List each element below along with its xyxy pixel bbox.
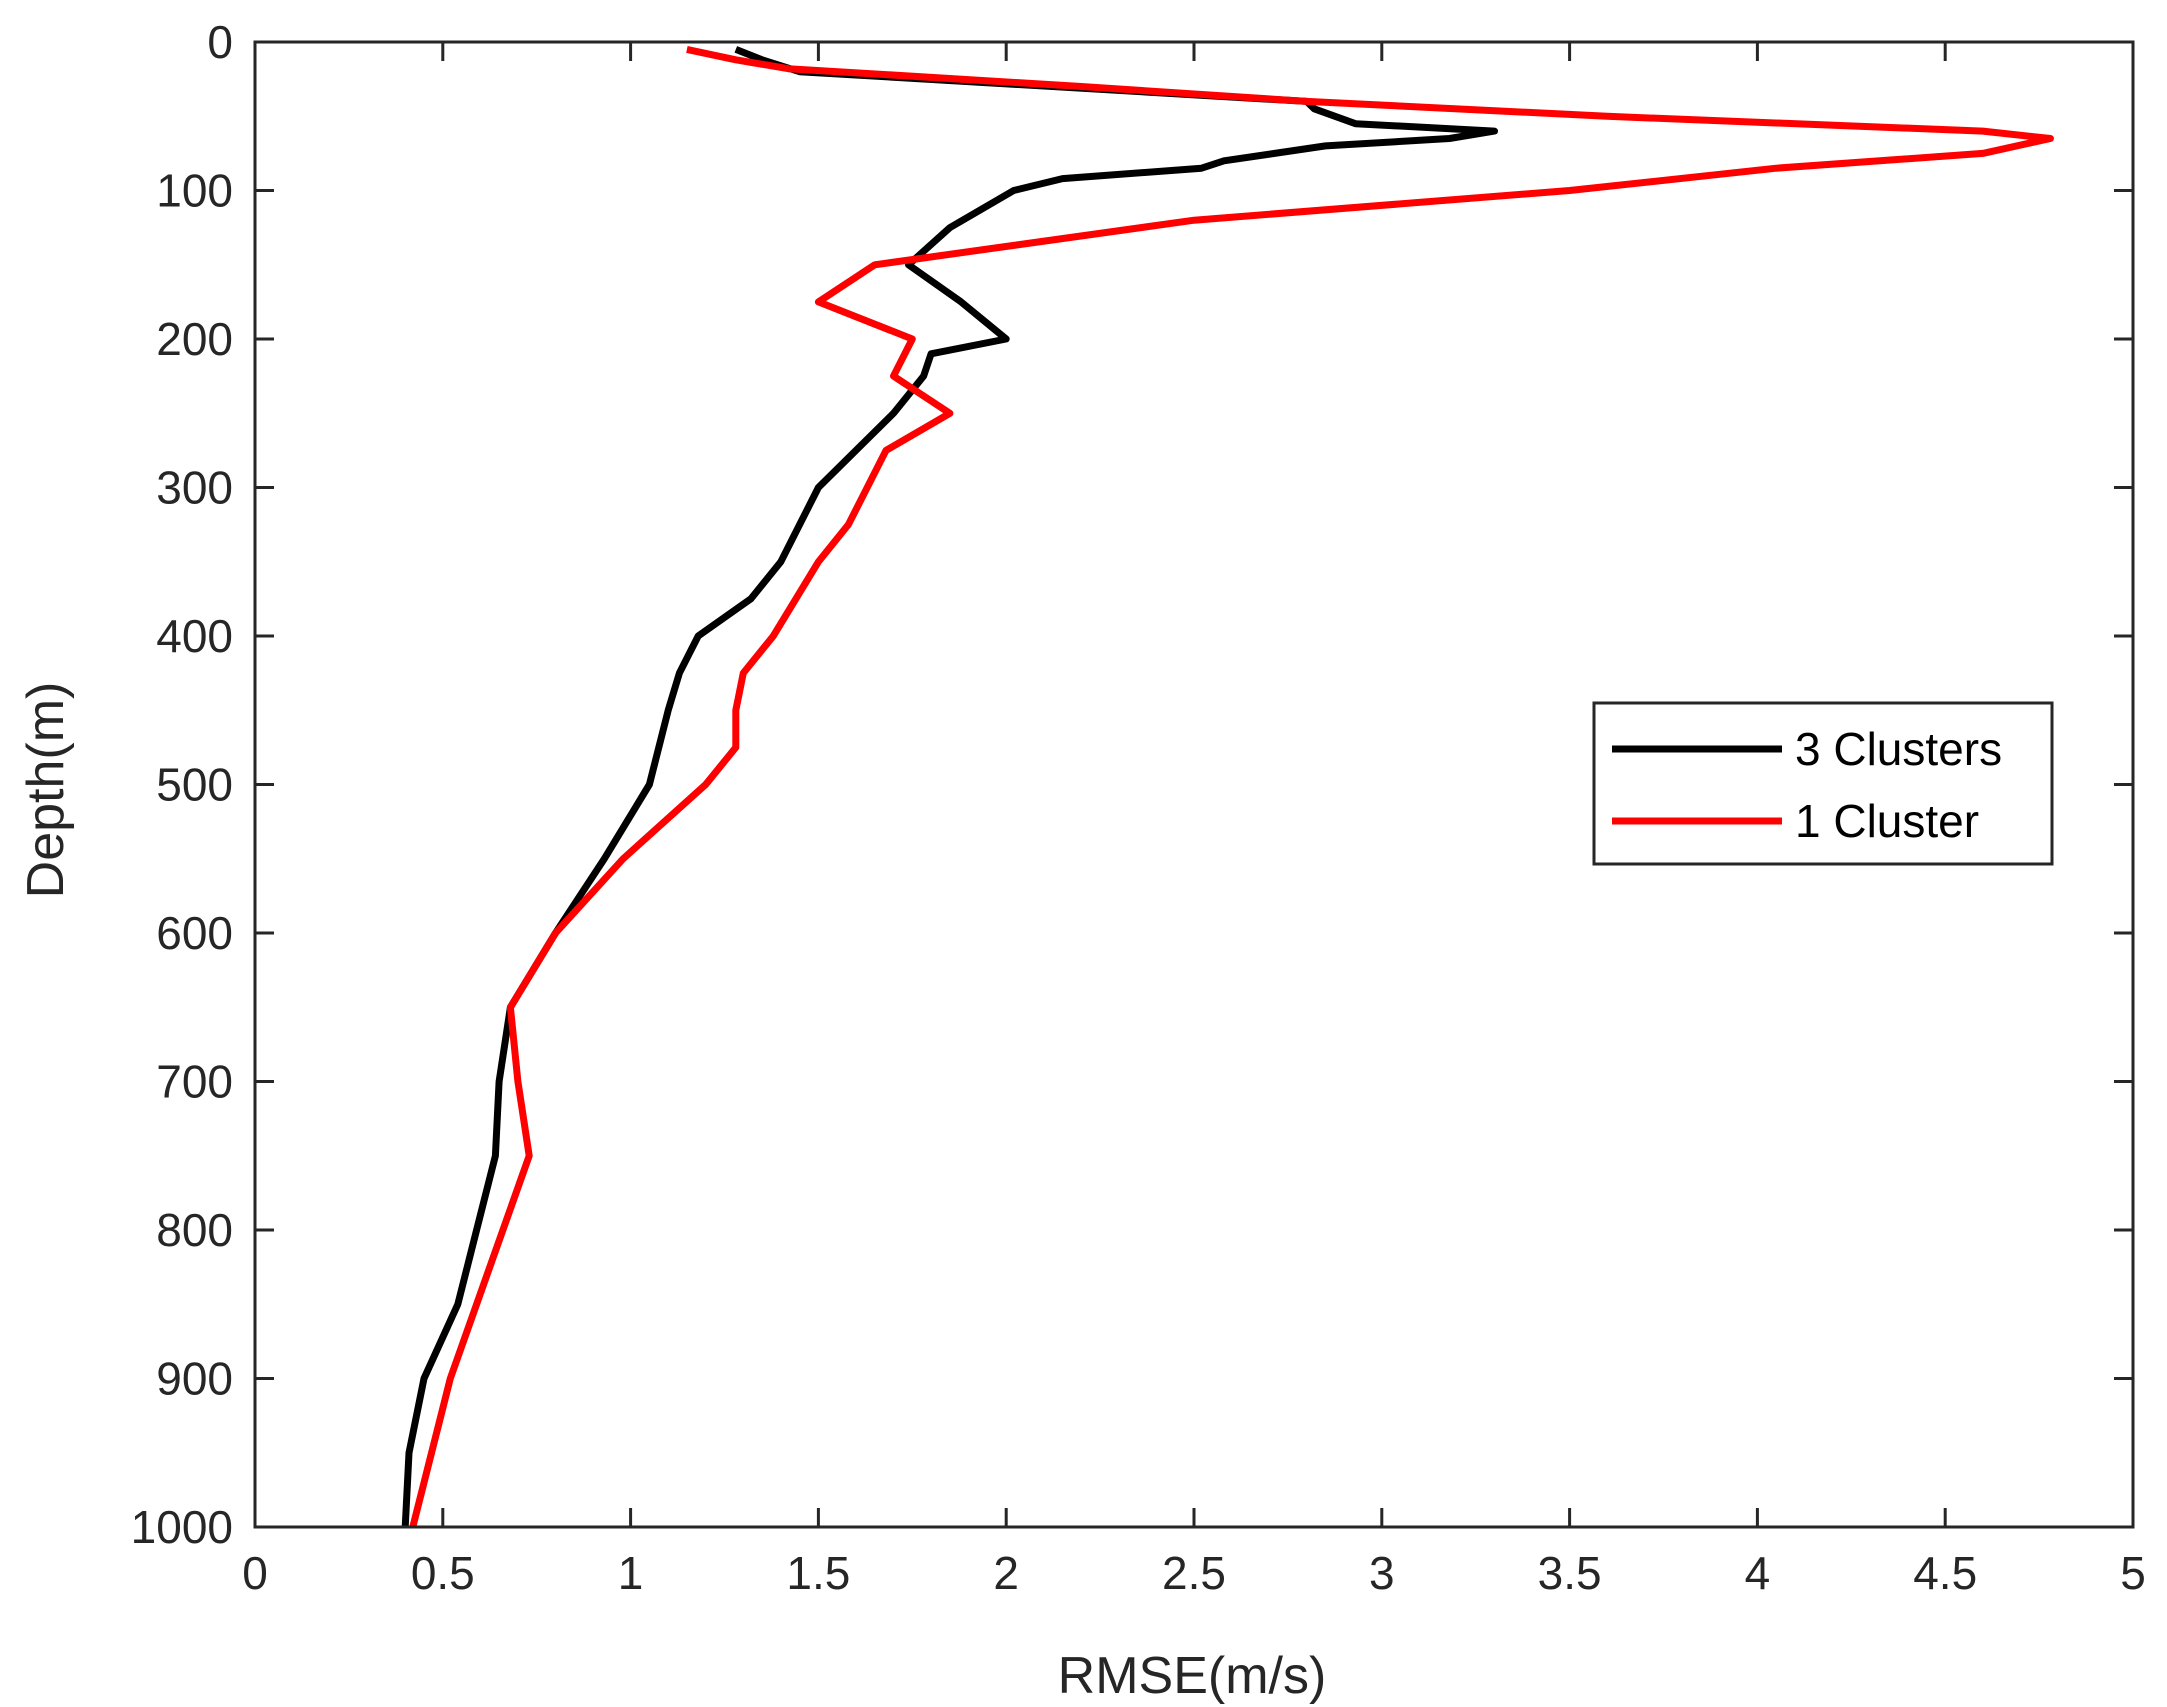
- legend-box: [1592, 701, 2054, 866]
- x-axis-title: RMSE(m/s): [1058, 1647, 1327, 1705]
- x-tick-label: 2.5: [1162, 1547, 1226, 1599]
- x-tick-label: 3.5: [1538, 1547, 1602, 1599]
- x-tick-label: 3: [1369, 1547, 1395, 1599]
- y-tick-label: 900: [156, 1353, 233, 1405]
- x-tick-label: 4.5: [1913, 1547, 1977, 1599]
- y-tick-label: 1000: [131, 1501, 233, 1553]
- x-tick-label: 0: [242, 1547, 268, 1599]
- legend-label: 3 Clusters: [1795, 723, 2002, 775]
- x-tick-label: 1.5: [786, 1547, 850, 1599]
- x-tick-label: 4: [1745, 1547, 1771, 1599]
- y-tick-label: 600: [156, 907, 233, 959]
- series-line-one-cluster: [409, 45, 2054, 1528]
- x-tick-label: 0.5: [411, 1547, 475, 1599]
- y-tick-label: 300: [156, 462, 233, 514]
- axis-ticks: 0 0.5 1 1.5 2 2.5 3 3.5 4 4.5 5 0 100 200 300 400 500 600…: [131, 16, 2146, 1599]
- series-line-three-clusters: [401, 46, 1498, 1528]
- y-tick-label: 500: [156, 759, 233, 811]
- x-tick-label: 5: [2120, 1547, 2146, 1599]
- x-tick-label: 1: [618, 1547, 644, 1599]
- y-tick-label: 100: [156, 165, 233, 217]
- legend: 3 Clusters 1 Cluster: [1592, 701, 2054, 866]
- y-axis-title: Depth(m): [17, 682, 75, 899]
- legend-label: 1 Cluster: [1795, 795, 1979, 847]
- y-tick-label: 800: [156, 1204, 233, 1256]
- y-tick-label: 400: [156, 610, 233, 662]
- y-tick-label: 0: [207, 16, 233, 68]
- y-tick-label: 200: [156, 313, 233, 365]
- series-layer: [401, 45, 2054, 1528]
- x-tick-label: 2: [993, 1547, 1019, 1599]
- y-tick-label: 700: [156, 1056, 233, 1108]
